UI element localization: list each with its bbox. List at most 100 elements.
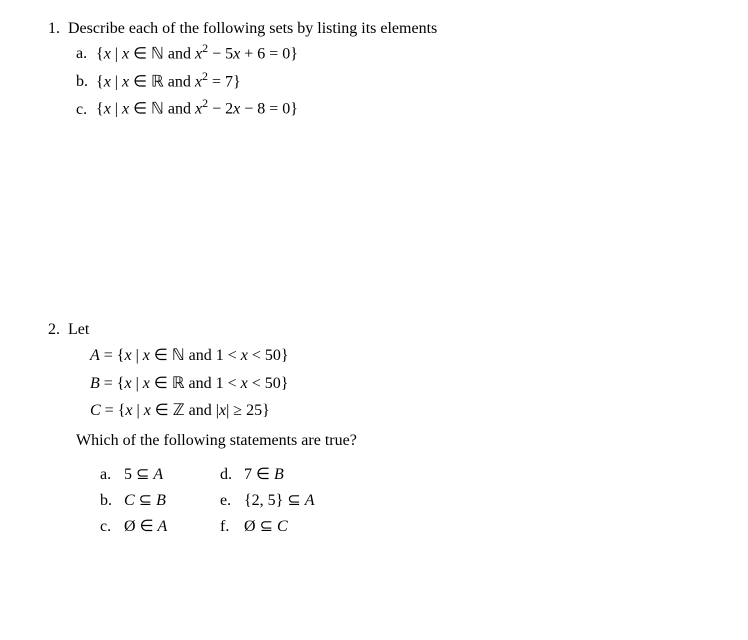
set-N: ℕ	[172, 347, 185, 364]
var-A: A	[305, 492, 315, 509]
var-x3: x	[241, 347, 248, 364]
eq: = {	[101, 402, 126, 419]
problem-2-number: 2.	[40, 321, 68, 339]
subitem-1a: a. {x | x ∈ ℕ and x2 − 5x + 6 = 0}	[76, 40, 708, 66]
var-x: x	[124, 347, 131, 364]
var-B: B	[156, 492, 166, 509]
and-cond: and 1 <	[185, 347, 241, 364]
var-B: B	[274, 466, 284, 483]
expr-end: = 7}	[208, 73, 241, 90]
bar: |	[111, 101, 122, 118]
answer-e-label: e.	[220, 492, 244, 510]
text: ⊆	[135, 492, 156, 509]
answer-a-label: a.	[100, 466, 124, 484]
eq: = {	[100, 347, 125, 364]
subitem-1c: c. {x | x ∈ ℕ and x2 − 2x − 8 = 0}	[76, 95, 708, 121]
cond-end: < 50}	[248, 375, 289, 392]
problem-1-sublist: a. {x | x ∈ ℕ and x2 − 5x + 6 = 0} b. {x…	[76, 40, 708, 121]
text: 7 ∈	[244, 466, 274, 483]
answer-a-content: 5 ⊆ A	[124, 464, 163, 484]
problem-2: 2. Let A = {x | x ∈ ℕ and 1 < x < 50} B …	[40, 321, 708, 536]
in-symbol: ∈	[129, 101, 151, 118]
answer-d: d. 7 ∈ B	[220, 464, 340, 484]
answer-e: e. {2, 5} ⊆ A	[220, 490, 340, 510]
answer-a: a. 5 ⊆ A	[100, 464, 220, 484]
answer-e-content: {2, 5} ⊆ A	[244, 490, 315, 510]
subitem-1c-label: c.	[76, 99, 96, 121]
problem-2-question: Which of the following statements are tr…	[76, 432, 708, 450]
text: ⊆	[256, 518, 277, 535]
bar: |	[132, 402, 143, 419]
answer-c-label: c.	[100, 518, 124, 536]
text: {2, 5} ⊆	[244, 492, 305, 509]
answer-grid: a. 5 ⊆ A d. 7 ∈ B b. C ⊆ B e. {2, 5} ⊆ A…	[100, 464, 708, 536]
expr-rest: − 2	[208, 101, 233, 118]
var-x2: x	[143, 347, 150, 364]
and-text: and	[164, 101, 195, 118]
set-name-B: B	[90, 375, 100, 392]
set-Z: ℤ	[173, 402, 185, 419]
set-name-C: C	[90, 402, 101, 419]
subitem-1b: b. {x | x ∈ ℝ and x2 = 7}	[76, 68, 708, 94]
set-N: ℕ	[151, 45, 164, 62]
in-symbol: ∈	[129, 73, 151, 90]
var-x2: x	[144, 402, 151, 419]
and-cond: and 1 <	[185, 375, 241, 392]
in-symbol: ∈	[129, 45, 151, 62]
text: ∈	[136, 518, 158, 535]
in-symbol: ∈	[150, 375, 172, 392]
subitem-1b-label: b.	[76, 71, 96, 93]
set-def-A: A = {x | x ∈ ℕ and 1 < x < 50}	[90, 343, 708, 369]
problem-1: 1. Describe each of the following sets b…	[40, 20, 708, 121]
subitem-1a-label: a.	[76, 43, 96, 65]
answer-b: b. C ⊆ B	[100, 490, 220, 510]
answer-f-label: f.	[220, 518, 244, 536]
set-R: ℝ	[151, 73, 164, 90]
var-C: C	[124, 492, 135, 509]
set-name-A: A	[90, 347, 100, 364]
var-x2: x	[143, 375, 150, 392]
var-A: A	[153, 466, 163, 483]
answer-c: c. Ø ∈ A	[100, 516, 220, 536]
expr-var: x	[195, 101, 202, 118]
empty-set: Ø	[244, 518, 256, 535]
bar: |	[132, 375, 143, 392]
set-definitions: A = {x | x ∈ ℕ and 1 < x < 50} B = {x | …	[90, 343, 708, 424]
bar: |	[132, 347, 143, 364]
set-def-B: B = {x | x ∈ ℝ and 1 < x < 50}	[90, 371, 708, 397]
and-text: and	[164, 73, 195, 90]
expr-end: + 6 = 0}	[240, 45, 298, 62]
answer-c-content: Ø ∈ A	[124, 516, 167, 536]
var-A: A	[158, 518, 168, 535]
var-x3: x	[219, 402, 226, 419]
expr-end: − 8 = 0}	[240, 101, 298, 118]
and-text: and	[164, 45, 195, 62]
cond-end: < 50}	[248, 347, 289, 364]
answer-d-content: 7 ∈ B	[244, 464, 284, 484]
brace-open: {	[96, 45, 104, 62]
problem-2-text: Let	[68, 321, 708, 339]
brace-open: {	[96, 101, 104, 118]
cond-end: | ≥ 25}	[226, 402, 270, 419]
var-x: x	[124, 375, 131, 392]
var-x: x	[104, 73, 111, 90]
var-x: x	[104, 45, 111, 62]
answer-b-content: C ⊆ B	[124, 490, 166, 510]
answer-f: f. Ø ⊆ C	[220, 516, 340, 536]
bar: |	[111, 73, 122, 90]
subitem-1c-content: {x | x ∈ ℕ and x2 − 2x − 8 = 0}	[96, 95, 298, 121]
subitem-1b-content: {x | x ∈ ℝ and x2 = 7}	[96, 68, 241, 94]
answer-f-content: Ø ⊆ C	[244, 516, 288, 536]
problem-1-number: 1.	[40, 20, 68, 38]
set-N: ℕ	[151, 101, 164, 118]
text: 5 ⊆	[124, 466, 153, 483]
brace-open: {	[96, 73, 104, 90]
answer-b-label: b.	[100, 492, 124, 510]
problem-1-text: Describe each of the following sets by l…	[68, 20, 708, 38]
problem-1-header: 1. Describe each of the following sets b…	[40, 20, 708, 38]
set-R: ℝ	[172, 375, 185, 392]
set-def-C: C = {x | x ∈ ℤ and |x| ≥ 25}	[90, 398, 708, 424]
in-symbol: ∈	[151, 402, 173, 419]
subitem-1a-content: {x | x ∈ ℕ and x2 − 5x + 6 = 0}	[96, 40, 298, 66]
expr-var: x	[195, 45, 202, 62]
